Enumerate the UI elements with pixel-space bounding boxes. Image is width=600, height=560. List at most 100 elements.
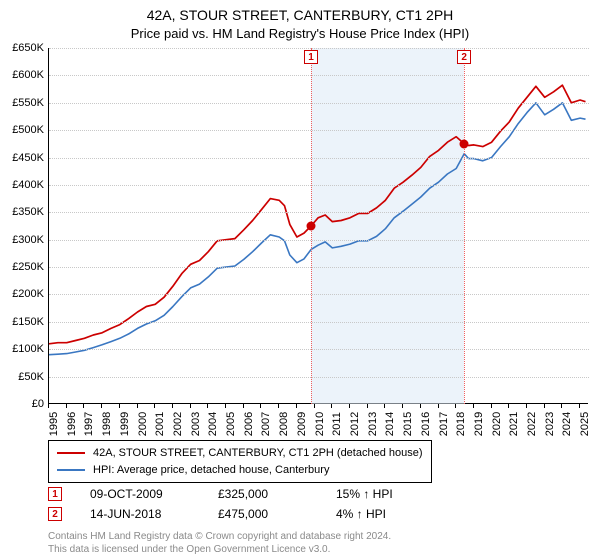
y-tick-label: £600K [0,69,44,81]
sales-row-index: 2 [48,507,62,521]
x-tick-label: 2006 [243,412,255,436]
x-tick-label: 1997 [83,412,95,436]
x-tick-label: 2008 [278,412,290,436]
legend-item: 42A, STOUR STREET, CANTERBURY, CT1 2PH (… [57,445,423,462]
x-tick-label: 2007 [260,412,272,436]
x-tick-label: 2010 [314,412,326,436]
x-tick-mark [402,404,403,408]
legend-label: HPI: Average price, detached house, Cant… [93,462,329,479]
legend-item: HPI: Average price, detached house, Cant… [57,462,423,479]
x-tick-mark [296,404,297,408]
x-tick-label: 2024 [561,412,573,436]
sales-row-price: £475,000 [218,507,308,521]
y-tick-label: £150K [0,316,44,328]
legend-label: 42A, STOUR STREET, CANTERBURY, CT1 2PH (… [93,445,423,462]
sales-table: 109-OCT-2009£325,00015% ↑ HPI214-JUN-201… [48,484,426,524]
legend-swatch [57,452,85,454]
gridline-h [49,349,589,350]
x-tick-label: 2025 [579,412,591,436]
legend-swatch [57,469,85,471]
sales-row: 214-JUN-2018£475,0004% ↑ HPI [48,504,426,524]
sales-row-hpi: 4% ↑ HPI [336,507,426,521]
sale-marker-index: 2 [457,50,471,64]
x-tick-mark [314,404,315,408]
x-tick-label: 2018 [455,412,467,436]
x-tick-mark [508,404,509,408]
y-tick-label: £50K [0,371,44,383]
gridline-h [49,130,589,131]
x-tick-label: 2012 [349,412,361,436]
chart-container: 42A, STOUR STREET, CANTERBURY, CT1 2PH P… [0,0,600,560]
gridline-h [49,240,589,241]
series-hpi [49,103,586,355]
sales-row-hpi: 15% ↑ HPI [336,487,426,501]
chart-subtitle: Price paid vs. HM Land Registry's House … [0,26,600,41]
x-tick-mark [455,404,456,408]
gridline-h [49,377,589,378]
x-tick-label: 1999 [119,412,131,436]
x-tick-mark [154,404,155,408]
x-tick-mark [367,404,368,408]
y-tick-label: £450K [0,152,44,164]
x-tick-mark [526,404,527,408]
x-tick-label: 2003 [190,412,202,436]
y-tick-label: £500K [0,124,44,136]
x-tick-label: 2014 [384,412,396,436]
plot-region: 12 [48,48,588,404]
x-tick-mark [83,404,84,408]
x-tick-label: 2015 [402,412,414,436]
x-tick-label: 2004 [207,412,219,436]
x-tick-label: 2000 [137,412,149,436]
x-tick-mark [278,404,279,408]
x-tick-mark [561,404,562,408]
x-tick-mark [48,404,49,408]
legend: 42A, STOUR STREET, CANTERBURY, CT1 2PH (… [48,440,432,483]
x-tick-mark [172,404,173,408]
x-tick-label: 2009 [296,412,308,436]
series-property [49,85,586,344]
x-tick-label: 1998 [101,412,113,436]
sales-row-index: 1 [48,487,62,501]
x-tick-mark [119,404,120,408]
gridline-h [49,267,589,268]
gridline-h [49,75,589,76]
x-tick-label: 2020 [491,412,503,436]
gridline-h [49,158,589,159]
x-tick-mark [579,404,580,408]
sale-dot [460,139,469,148]
y-tick-label: £400K [0,179,44,191]
chart-title: 42A, STOUR STREET, CANTERBURY, CT1 2PH [0,0,600,24]
y-tick-label: £350K [0,206,44,218]
x-tick-label: 1996 [66,412,78,436]
y-tick-label: £0 [0,398,44,410]
sales-row-price: £325,000 [218,487,308,501]
x-tick-mark [420,404,421,408]
gridline-h [49,185,589,186]
x-tick-label: 2002 [172,412,184,436]
y-tick-label: £200K [0,288,44,300]
x-tick-label: 2022 [526,412,538,436]
x-tick-mark [473,404,474,408]
gridline-h [49,294,589,295]
sale-marker-index: 1 [304,50,318,64]
x-tick-label: 2011 [331,412,343,436]
gridline-h [49,103,589,104]
x-tick-label: 2013 [367,412,379,436]
y-tick-label: £550K [0,97,44,109]
x-tick-label: 2005 [225,412,237,436]
x-tick-mark [101,404,102,408]
x-tick-label: 2023 [544,412,556,436]
x-tick-mark [260,404,261,408]
x-tick-label: 1995 [48,412,60,436]
gridline-h [49,322,589,323]
x-tick-label: 2001 [154,412,166,436]
gridline-h [49,212,589,213]
footer-line-2: This data is licensed under the Open Gov… [48,544,588,557]
x-tick-mark [384,404,385,408]
sale-dot [307,222,316,231]
sale-marker-line [464,48,465,404]
x-tick-mark [190,404,191,408]
footer-line-1: Contains HM Land Registry data © Crown c… [48,531,588,544]
sales-row: 1 09-OCT-2009 £325,000 15% ↑ HPI [48,484,426,504]
sales-row-date: 09-OCT-2009 [90,487,190,501]
